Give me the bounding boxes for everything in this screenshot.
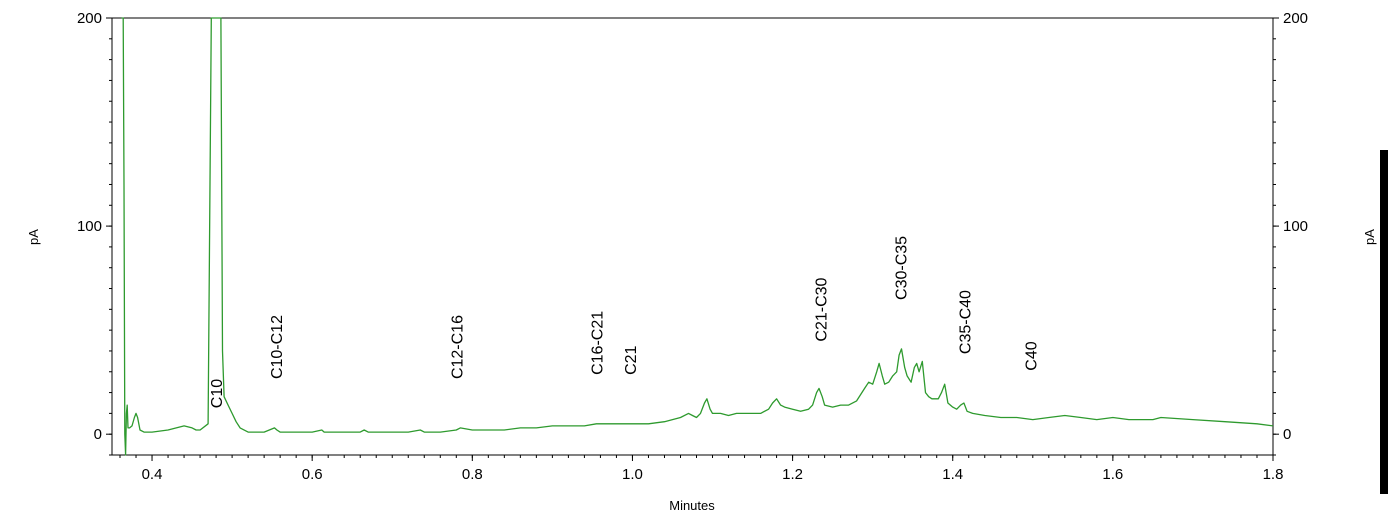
peak-label: C35-C40: [958, 290, 975, 354]
x-tick-label: 0.6: [302, 466, 323, 483]
y-axis-title-left: pA: [26, 229, 41, 245]
y-tick-label-left: 200: [77, 10, 102, 27]
y-tick-label-left: 100: [77, 218, 102, 235]
peak-label: C21: [623, 345, 640, 374]
x-axis-title: Minutes: [669, 498, 715, 513]
chromatogram-trace: [121, 17, 1274, 456]
side-scrollbar[interactable]: [1380, 150, 1388, 494]
y-tick-label-left: 0: [94, 426, 102, 443]
x-tick-label: 1.2: [782, 466, 803, 483]
y-tick-label-right: 200: [1283, 10, 1308, 27]
peak-labels: C10 C10-C12 C12-C16 C16-C21 C21 C21-C30 C30-C3…: [209, 236, 1040, 408]
x-tick-label: 0.8: [462, 466, 483, 483]
series-line-0: [121, 17, 1274, 456]
plot-frame: [111, 17, 1274, 456]
peak-label: C12-C16: [449, 315, 466, 379]
plot-border: [111, 17, 1274, 456]
axis-ticks: 0.4 0.6 0.8 1.0 1.2 1.4 1.6 1.8 0 0 100 100 200 200: [77, 10, 1308, 483]
x-tick-label: 1.6: [1102, 466, 1123, 483]
x-tick-label: 1.0: [622, 466, 643, 483]
peak-label: C30-C35: [894, 236, 911, 300]
y-tick-label-right: 0: [1283, 426, 1291, 443]
peak-label: C16-C21: [589, 311, 606, 375]
y-axis-title-right: pA: [1362, 229, 1377, 245]
peak-label: C21-C30: [814, 277, 831, 341]
x-tick-label: 1.8: [1263, 466, 1284, 483]
peak-label: C40: [1023, 341, 1040, 370]
x-tick-label: 0.4: [142, 466, 163, 483]
peak-label: C10: [209, 379, 226, 408]
x-tick-label: 1.4: [942, 466, 963, 483]
peak-label: C10-C12: [269, 315, 286, 379]
y-tick-label-right: 100: [1283, 218, 1308, 235]
